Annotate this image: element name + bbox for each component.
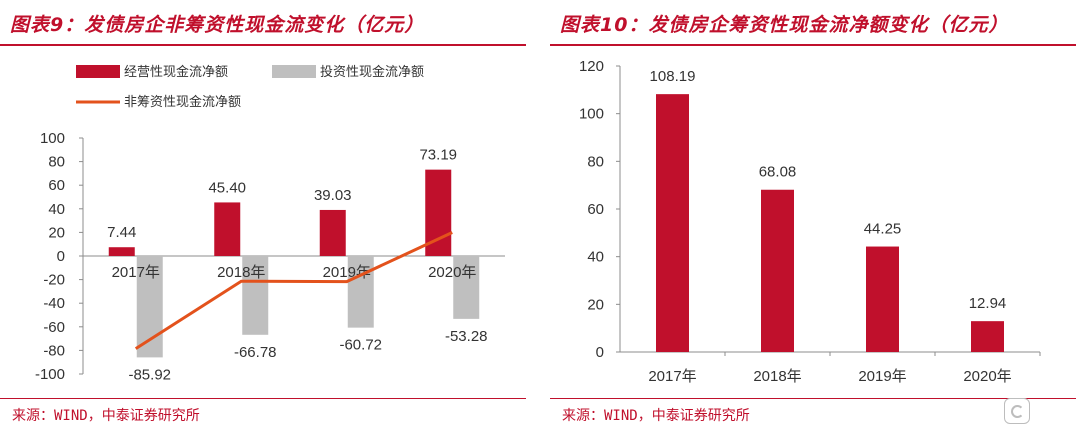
left-y-tick-label: -40 [43,295,65,312]
right-y-tick-label: 40 [587,249,604,266]
right-y-tick-label: 0 [596,344,604,361]
left-y-tick-label: -100 [35,366,65,383]
left-x-category-label: 2018年 [217,264,265,281]
left-y-tick-label: 0 [57,248,65,265]
right-y-tick-label: 120 [579,58,604,75]
left-x-category-label: 2020年 [428,264,476,281]
right-chart-title: 图表10：发债房企筹资性现金流净额变化（亿元） [560,10,1008,37]
left-y-tick-label: 60 [48,177,65,194]
data-label-investing: -66.78 [234,344,277,361]
right-y-tick-label: 80 [587,153,604,170]
data-label-financing: 12.94 [969,295,1007,312]
legend-label-investing: 投资性现金流净额 [320,64,424,79]
right-bottom-rule [550,398,1076,399]
left-y-tick-label: 40 [48,201,65,218]
left-source-note: 来源：WIND，中泰证券研究所 [12,405,200,425]
right-x-category-label: 2019年 [858,368,906,385]
data-label-operating: 39.03 [314,187,352,204]
legend-label-operating: 经营性现金流净额 [124,64,228,79]
bar-operating [109,247,135,256]
right-source-note: 来源：WIND，中泰证券研究所 [562,405,750,425]
data-label-financing: 108.19 [650,68,696,85]
bar-operating [320,210,346,256]
legend-label-non-financing: 非筹资性现金流净额 [124,94,241,109]
left-x-category-label: 2017年 [112,264,160,281]
right-x-category-label: 2018年 [753,368,801,385]
left-chart-title: 图表9：发债房企非筹资性现金流变化（亿元） [10,10,424,37]
legend-swatch-operating [76,65,120,78]
right-chart-panel: 图表10：发债房企筹资性现金流净额变化（亿元） 120 100 80 60 40 20 0 1… [550,0,1080,430]
legend-swatch-investing [272,65,316,78]
watermark-logo-icon [1004,398,1030,424]
right-y-tick-label: 100 [579,106,604,123]
data-label-operating: 45.40 [208,179,246,196]
data-label-financing: 68.08 [759,164,797,181]
data-label-financing: 44.25 [864,221,902,238]
left-y-tick-label: 80 [48,154,65,171]
data-label-investing: -60.72 [339,337,382,354]
bar-financing [761,190,794,352]
right-chart-svg: 120 100 80 60 40 20 0 108.19 2017年 68.08 2018年 44.2… [550,46,1080,438]
bar-financing [866,247,899,352]
left-y-tick-label: -60 [43,319,65,336]
data-label-investing: -85.92 [128,366,171,383]
left-bottom-rule [0,398,526,399]
bar-operating [214,202,240,256]
right-x-category-label: 2020年 [963,368,1011,385]
left-y-tick-label: -80 [43,342,65,359]
right-y-tick-label: 60 [587,201,604,218]
left-y-tick-label: 100 [40,130,65,147]
right-y-tick-label: 20 [587,296,604,313]
bar-financing [656,94,689,352]
left-chart-panel: 图表9：发债房企非筹资性现金流变化（亿元） 经营性现金流净额 投资性现金流净额非筹… [0,0,530,430]
bar-financing [971,321,1004,352]
data-label-operating: 73.19 [419,147,457,164]
data-label-investing: -53.28 [445,328,488,345]
line-non-financing [136,233,453,349]
right-x-category-label: 2017年 [648,368,696,385]
left-y-tick-label: 20 [48,224,65,241]
left-y-tick-label: -20 [43,272,65,289]
data-label-operating: 7.44 [107,224,136,241]
